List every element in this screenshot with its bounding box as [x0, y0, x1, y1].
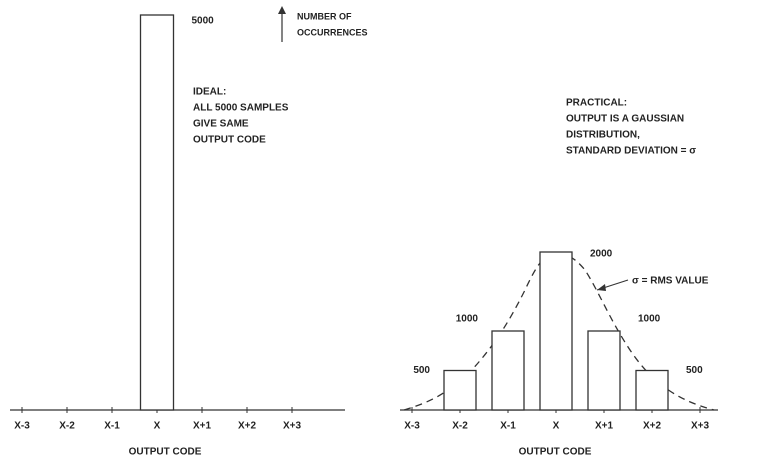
x-tick-label: X-2	[452, 421, 468, 432]
pointer-head	[597, 284, 606, 291]
annotation: OUTPUT CODE	[193, 135, 266, 146]
x-tick-label: X-1	[500, 421, 516, 432]
bar	[443, 369, 477, 411]
annotation: IDEAL:	[193, 87, 226, 98]
value-label: 1000	[456, 314, 479, 325]
x-axis-label: OUTPUT CODE	[129, 447, 202, 458]
value-label: 5000	[192, 16, 215, 27]
x-tick-label: X-3	[14, 421, 30, 432]
value-label: 2000	[590, 249, 613, 260]
x-tick-label: X+1	[595, 421, 614, 432]
annotation: PRACTICAL:	[566, 98, 627, 109]
x-tick-label: X-3	[404, 421, 420, 432]
value-label: 1000	[638, 314, 661, 325]
y-arrow-head	[278, 6, 286, 14]
y-axis-label: OCCURRENCES	[297, 27, 368, 37]
x-axis-label: OUTPUT CODE	[519, 447, 592, 458]
x-tick-label: X+3	[691, 421, 710, 432]
value-label: 500	[686, 365, 703, 376]
y-axis-label: NUMBER OF	[297, 11, 352, 21]
x-tick-label: X	[553, 421, 560, 432]
annotation: STANDARD DEVIATION = σ	[566, 146, 696, 157]
bar	[539, 251, 573, 411]
value-label: 500	[413, 365, 430, 376]
annotation: ALL 5000 SAMPLES	[193, 103, 289, 114]
x-tick-label: X-2	[59, 421, 75, 432]
curve-label: σ = RMS VALUE	[632, 276, 709, 287]
bar	[491, 330, 525, 411]
annotation: GIVE SAME	[193, 119, 249, 130]
x-tick-label: X-1	[104, 421, 120, 432]
x-tick-label: X	[154, 421, 161, 432]
x-tick-label: X+3	[283, 421, 302, 432]
x-tick-label: X+1	[193, 421, 212, 432]
annotation: DISTRIBUTION,	[566, 130, 640, 141]
annotation: OUTPUT IS A GAUSSIAN	[566, 114, 684, 125]
bar	[635, 369, 669, 411]
bar	[587, 330, 621, 411]
x-tick-label: X+2	[238, 421, 257, 432]
bar	[139, 14, 175, 411]
x-tick-label: X+2	[643, 421, 662, 432]
